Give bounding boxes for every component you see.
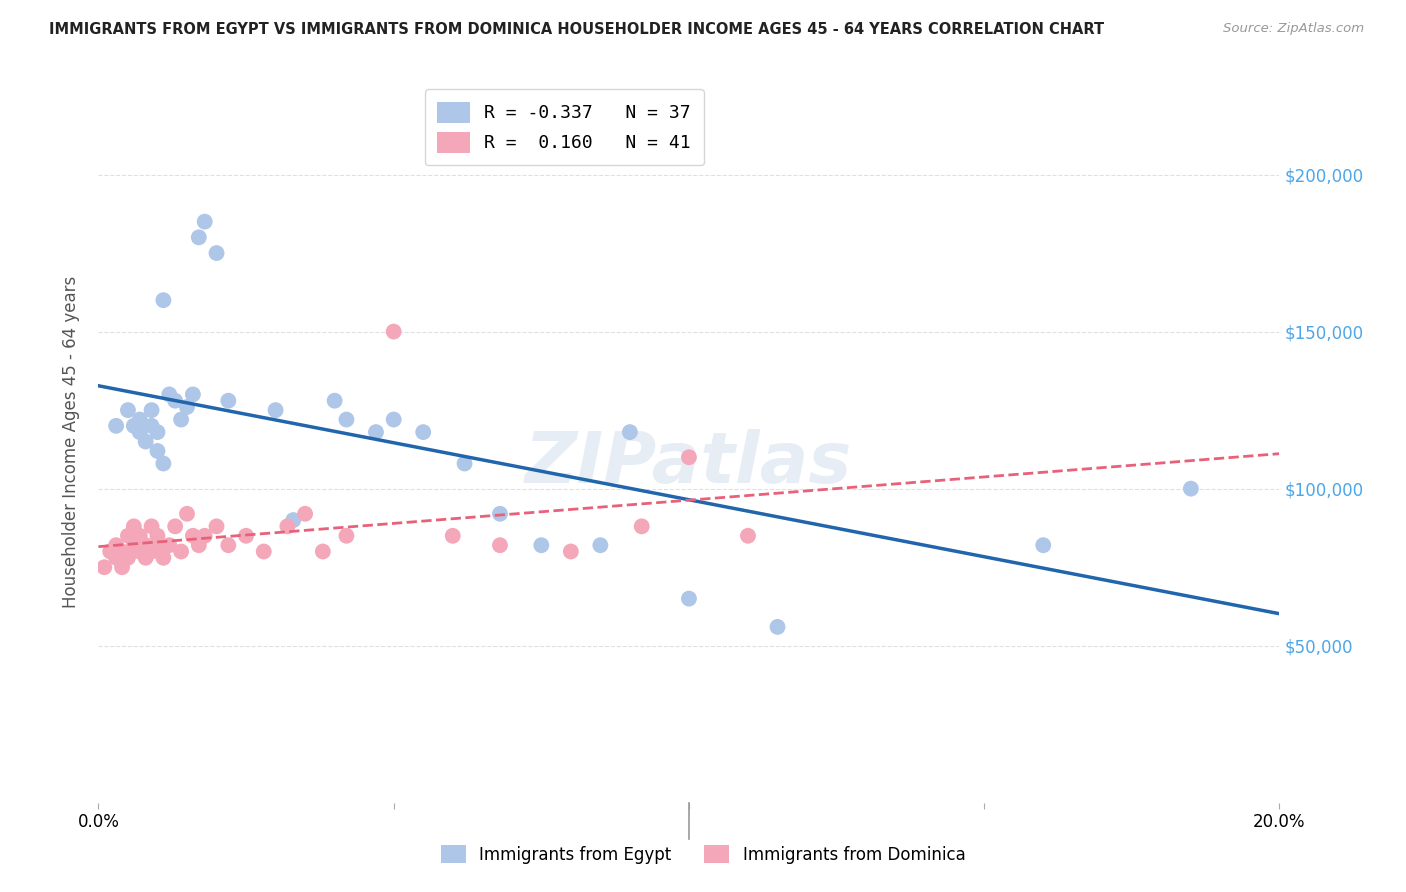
Point — [146, 444, 169, 458]
Point — [283, 513, 305, 527]
Point — [157, 387, 180, 401]
Point — [128, 412, 150, 426]
Point — [111, 560, 134, 574]
Point — [441, 529, 464, 543]
Point — [276, 519, 298, 533]
Point — [382, 325, 405, 339]
Point — [152, 457, 174, 471]
Point — [176, 400, 198, 414]
Point — [530, 538, 553, 552]
Y-axis label: Householder Income Ages 45 - 64 years: Householder Income Ages 45 - 64 years — [62, 276, 80, 607]
Point — [294, 507, 316, 521]
Point — [323, 393, 346, 408]
Point — [678, 450, 700, 465]
Point — [170, 544, 193, 558]
Point — [489, 507, 512, 521]
Point — [141, 403, 163, 417]
Text: IMMIGRANTS FROM EGYPT VS IMMIGRANTS FROM DOMINICA HOUSEHOLDER INCOME AGES 45 - 6: IMMIGRANTS FROM EGYPT VS IMMIGRANTS FROM… — [49, 22, 1104, 37]
Point — [589, 538, 612, 552]
Point — [187, 538, 209, 552]
Point — [135, 434, 157, 449]
Point — [141, 418, 163, 433]
Point — [111, 544, 134, 558]
Point — [105, 550, 128, 565]
Point — [205, 519, 228, 533]
Point — [1180, 482, 1202, 496]
Point — [176, 507, 198, 521]
Point — [105, 418, 128, 433]
Point — [128, 425, 150, 439]
Point — [98, 544, 121, 558]
Point — [194, 214, 217, 228]
Point — [737, 529, 759, 543]
Point — [141, 519, 163, 533]
Point — [165, 393, 187, 408]
Point — [141, 544, 163, 558]
Point — [152, 550, 174, 565]
Point — [117, 403, 139, 417]
Point — [412, 425, 434, 439]
Point — [181, 529, 204, 543]
Point — [335, 412, 357, 426]
Point — [93, 560, 115, 574]
Text: Source: ZipAtlas.com: Source: ZipAtlas.com — [1223, 22, 1364, 36]
Legend: R = -0.337   N = 37, R =  0.160   N = 41: R = -0.337 N = 37, R = 0.160 N = 41 — [425, 89, 703, 165]
Legend: Immigrants from Egypt, Immigrants from Dominica: Immigrants from Egypt, Immigrants from D… — [434, 838, 972, 871]
Point — [135, 538, 157, 552]
Point — [105, 538, 128, 552]
Point — [217, 393, 239, 408]
Point — [1032, 538, 1054, 552]
Point — [335, 529, 357, 543]
Point — [152, 293, 174, 308]
Point — [117, 529, 139, 543]
Point — [382, 412, 405, 426]
Point — [122, 418, 145, 433]
Point — [117, 550, 139, 565]
Point — [235, 529, 257, 543]
Point — [165, 519, 187, 533]
Point — [619, 425, 641, 439]
Point — [253, 544, 276, 558]
Point — [205, 246, 228, 260]
Point — [560, 544, 582, 558]
Point — [122, 519, 145, 533]
Point — [128, 544, 150, 558]
Point — [146, 425, 169, 439]
Point — [194, 529, 217, 543]
Point — [453, 457, 475, 471]
Point — [766, 620, 789, 634]
Text: ZIPatlas: ZIPatlas — [526, 429, 852, 498]
Point — [157, 538, 180, 552]
Point — [630, 519, 652, 533]
Point — [312, 544, 335, 558]
Point — [170, 412, 193, 426]
Point — [678, 591, 700, 606]
Point — [217, 538, 239, 552]
Point — [364, 425, 387, 439]
Point — [187, 230, 209, 244]
Point — [135, 550, 157, 565]
Point — [128, 529, 150, 543]
Point — [122, 538, 145, 552]
Point — [489, 538, 512, 552]
Point — [264, 403, 287, 417]
Point — [146, 538, 169, 552]
Point — [146, 529, 169, 543]
Point — [181, 387, 204, 401]
